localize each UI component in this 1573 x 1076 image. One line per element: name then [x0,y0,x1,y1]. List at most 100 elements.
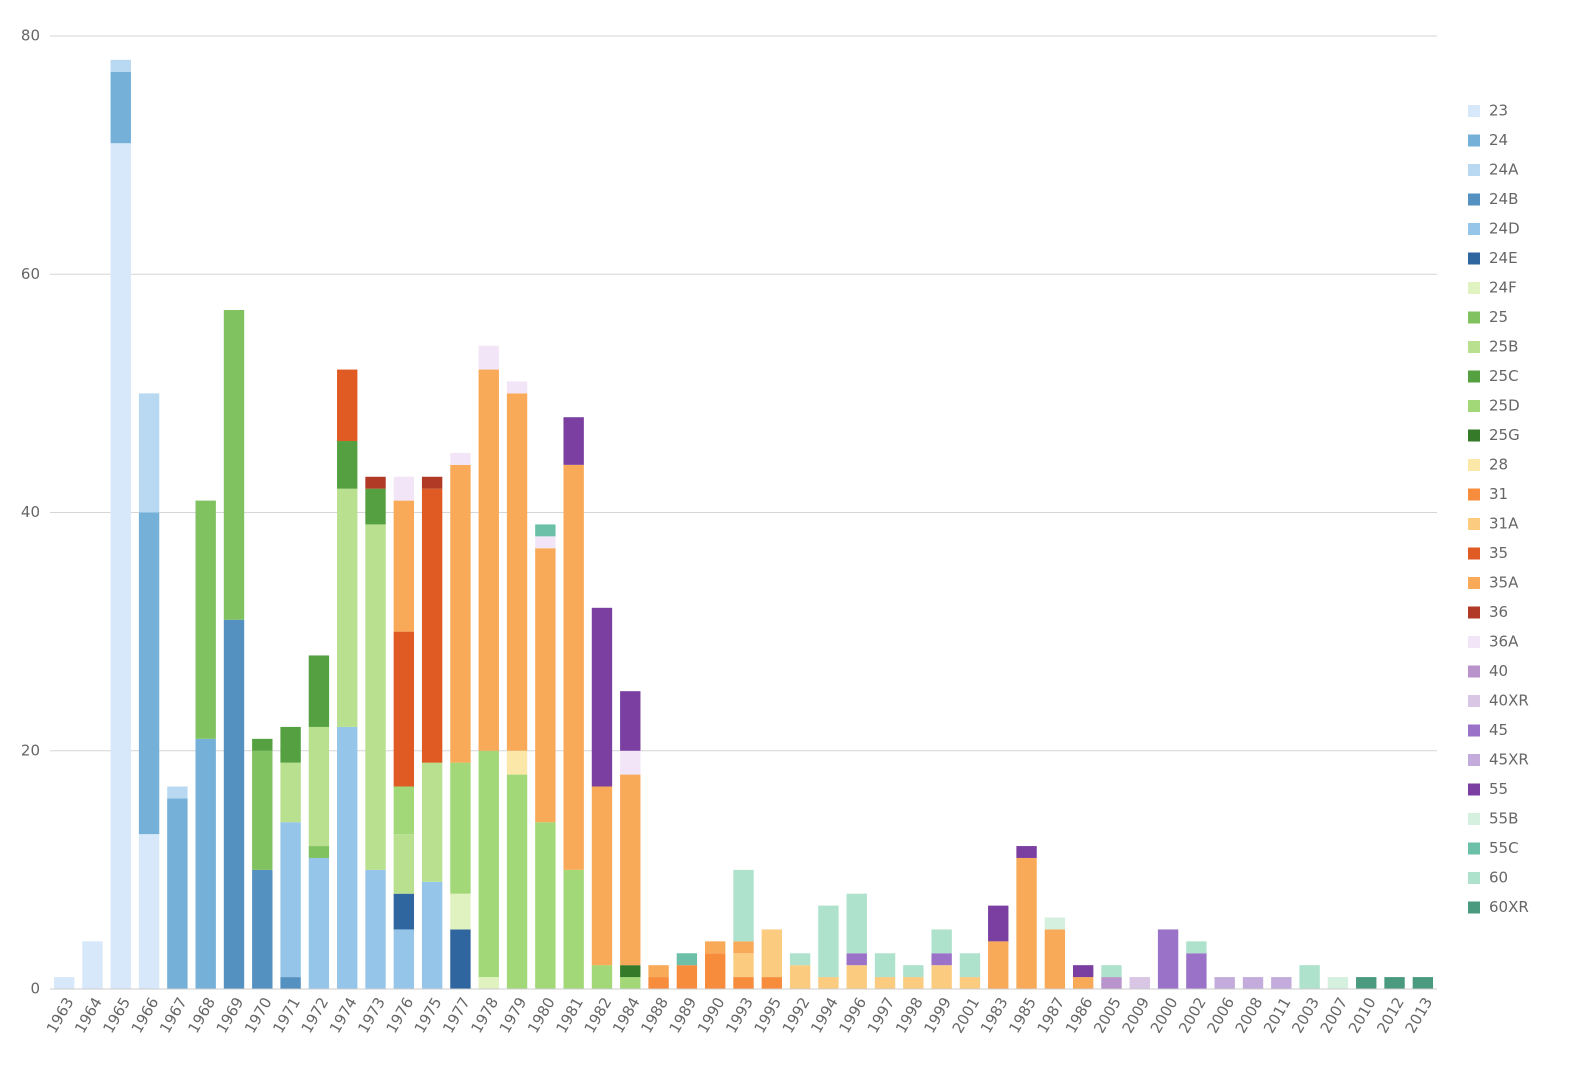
x-tick-label: 1968 [184,994,219,1036]
bar-segment [959,953,981,978]
bar-segment [620,774,641,966]
legend-label: 35 [1489,544,1508,562]
x-tick-label: 1965 [99,994,134,1036]
legend-swatch [1468,134,1480,147]
bar-segment [761,977,782,989]
bar-segment [280,726,301,763]
bar-segment [620,977,641,989]
bar-segment [478,750,499,978]
legend-label: 40XR [1489,692,1529,710]
legend-label: 24D [1489,220,1520,238]
bar-segment [421,488,443,763]
bar-segment [874,977,896,989]
bar-segment [620,965,641,978]
bar-segment [308,726,330,847]
x-tick-label: 1992 [779,994,814,1036]
legend-label: 55B [1489,810,1518,828]
bar-segment [903,977,924,989]
legend-label: 31A [1489,515,1519,533]
bar-segment [478,345,499,370]
bar-segment [138,393,160,513]
bar-segment [280,762,301,823]
bar-segment [620,691,641,751]
x-tick-label: 1999 [920,994,955,1036]
x-tick-label: 1970 [241,994,276,1036]
bar-segment [818,977,839,989]
bar-segment [450,893,471,930]
legend-label: 55 [1489,780,1508,798]
x-tick-label: 1996 [835,994,870,1036]
x-tick-label: 1972 [298,994,333,1036]
bar-segment [252,738,273,751]
x-tick-label: 1974 [326,994,361,1036]
bar-segment [1327,977,1349,989]
x-tick-label: 2001 [949,994,984,1036]
bar-segment [1044,917,1066,930]
bar-segment [705,953,726,989]
x-tick-label: 1969 [213,994,248,1036]
legend-label: 25B [1489,338,1518,356]
bar-segment [733,941,754,954]
bar-segment [195,500,216,739]
y-tick-label: 60 [21,265,40,283]
legend-label: 31 [1489,485,1508,503]
x-tick-label: 1985 [1005,994,1040,1036]
x-tick-label: 2002 [1175,994,1210,1036]
x-tick-label: 1982 [581,994,616,1036]
bar-segment [450,762,471,894]
bar-segment [506,381,528,394]
bar-segment [1271,977,1292,989]
bar-segment [1299,965,1320,989]
bar-segment [421,476,443,489]
bar-segment [903,965,924,978]
x-tick-label: 1966 [128,994,163,1036]
legend-swatch [1468,606,1480,619]
x-tick-label: 1967 [156,994,191,1036]
legend-swatch [1468,105,1480,117]
legend-label: 55C [1489,839,1519,857]
legend-swatch [1468,429,1480,442]
bar-segment [1129,977,1150,989]
bar-segment [223,309,245,620]
bar-segment [648,965,669,978]
bar-segment [988,905,1009,942]
legend-label: 36 [1489,603,1508,621]
legend-label: 45 [1489,721,1508,739]
bar-segment [223,619,245,989]
bar-segment [478,369,499,751]
legend-swatch [1468,665,1480,678]
x-tick-label: 1993 [722,994,757,1036]
bar-segment [167,798,188,989]
legend-swatch [1468,164,1480,176]
x-tick-label: 1983 [977,994,1012,1036]
bar-segment [138,512,160,835]
bar-segment [252,750,273,870]
bar-segment [110,143,131,989]
bar-segment [337,441,358,489]
bar-segment [308,655,330,727]
bar-segment [535,548,556,823]
legend-label: 24A [1489,161,1519,179]
x-tick-label: 2013 [1402,994,1437,1036]
bar-segment [167,786,188,799]
bar-segment [1157,929,1179,989]
bar-segment [1384,977,1405,989]
bar-segment [761,929,782,978]
bar-segment [1016,857,1037,989]
legend-swatch [1468,311,1480,324]
bar-segment [648,977,669,989]
legend-swatch [1468,842,1480,855]
bar-segment [82,941,103,989]
x-tick-label: 1980 [524,994,559,1036]
bar-segment [563,869,584,989]
bar-segment [676,965,698,989]
bar-segment [1242,977,1264,989]
legend-label: 36A [1489,633,1519,651]
bar-segment [620,750,641,775]
legend-swatch [1468,813,1480,825]
x-tick-label: 1964 [71,994,106,1036]
bar-segment [337,726,358,989]
x-tick-label: 1998 [892,994,927,1036]
bar-segment [506,774,528,989]
